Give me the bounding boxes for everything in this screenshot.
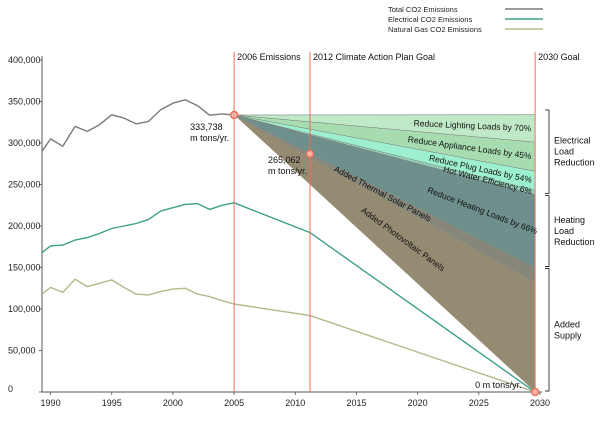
series-line-0 [41, 99, 235, 152]
milestone-label-0: 2006 Emissions [237, 52, 301, 62]
x-tick-label: 2020 [408, 398, 428, 408]
x-tick-label: 2015 [346, 398, 366, 408]
group-label-1-1: Load [554, 226, 574, 236]
x-tick-label: 2010 [285, 398, 305, 408]
series-lines [41, 99, 536, 393]
x-tick-label: 1990 [41, 398, 61, 408]
x-tick-label: 1995 [102, 398, 122, 408]
group-label-1-0: Heating [554, 215, 585, 225]
y-tick-label: 200,000 [8, 221, 41, 231]
group-label-2-1: Supply [554, 330, 582, 340]
y-tick-label: 250,000 [8, 180, 41, 190]
group-bracket-2 [545, 268, 550, 392]
wedge-edge-5 [233, 114, 536, 268]
wedge-edge-3 [234, 114, 536, 191]
point-marker-1 [305, 149, 315, 158]
group-label-0-0: Electrical [554, 136, 591, 146]
point-value-1: 265,062 [268, 155, 301, 165]
point-value-0: 333,738 [190, 122, 223, 132]
y-tick-label: 50,000 [8, 346, 36, 356]
y-tick-label: 300,000 [8, 138, 41, 148]
wedge-edge-4 [234, 114, 536, 195]
point-marker-0 [229, 110, 239, 120]
milestone-label-1: 2012 Climate Action Plan Goal [313, 52, 435, 62]
y-tick-label: 350,000 [8, 97, 41, 107]
point-unit-1: m tons/yr. [268, 166, 307, 176]
y-tick-label: 400,000 [8, 55, 41, 65]
point-value-2: 0 m tons/yr. [475, 380, 522, 390]
point-unit-0: m tons/yr. [190, 133, 229, 143]
wedge-edge-1 [234, 114, 536, 143]
x-tick-label: 2030 [530, 398, 550, 408]
x-tick-label: 2000 [163, 398, 183, 408]
x-tick-label: 2025 [469, 398, 489, 408]
milestone-lines: 2006 Emissions 2012 Climate Action Plan G… [233, 52, 580, 392]
y-tick-label: 100,000 [8, 304, 41, 314]
y-tick-label: 0 [8, 384, 13, 394]
series-line-1 [41, 202, 536, 393]
x-tick-label: 2005 [224, 398, 244, 408]
y-tick-label: 150,000 [8, 263, 41, 273]
milestone-label-2: 2030 Goal [538, 52, 580, 62]
series-line-2 [41, 278, 536, 393]
group-label-0-2: Reduction [554, 158, 595, 168]
group-label-2-0: Added [554, 319, 580, 329]
wedge-edge-2 [234, 114, 536, 172]
legend-label-1: Electrical CO2 Emissions [388, 15, 472, 24]
point-marker-2 [530, 387, 540, 397]
group-bracket-1 [545, 195, 550, 267]
legend-label-2: Natural Gas CO2 Emissions [388, 25, 482, 34]
group-bracket-0 [545, 109, 550, 194]
axes: 0 50,000 100,000 150,000 200,000 250,000 300,0… [8, 55, 550, 408]
wedge-edge-6 [233, 114, 536, 283]
legend-label-0: Total CO2 Emissions [388, 5, 458, 14]
group-label-0-1: Load [554, 147, 574, 157]
group-brackets: ElectricalLoadReductionHeatingLoadReduct… [545, 109, 595, 392]
group-label-1-2: Reduction [554, 237, 595, 247]
